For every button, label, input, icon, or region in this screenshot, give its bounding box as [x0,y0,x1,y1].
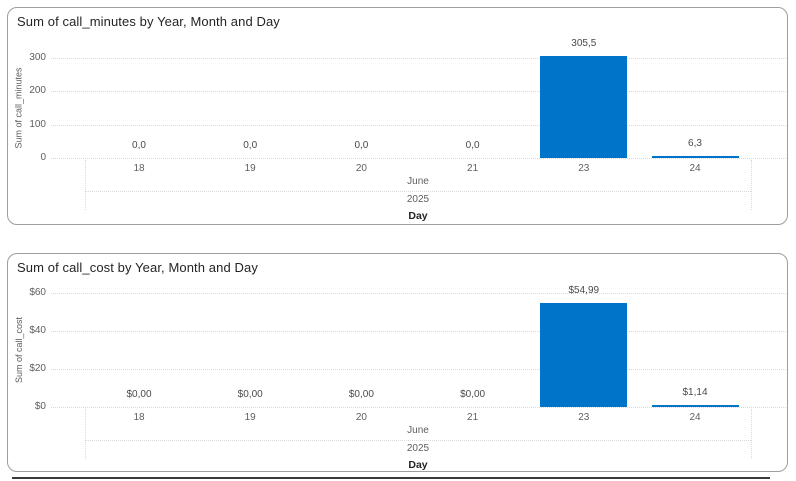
y-axis-tick-label: 200 [29,85,46,97]
data-label: 0,0 [243,140,258,151]
gridline [51,407,786,408]
x-axis-day-label: 20 [355,163,367,174]
bar-day-23[interactable] [540,302,628,407]
gridline [51,58,786,59]
y-axis-tick-label: 0 [40,152,46,163]
axis-band-separator [85,440,751,441]
x-axis-day-label: 20 [355,412,367,423]
x-axis-day-label: 19 [244,163,256,174]
x-axis-day-label: 18 [133,412,145,423]
gridline [51,293,786,294]
plot-area: $0 $20 $40 $60 $0,00 18 $0,00 19 $0,00 20 $0,00 21 $… [8,254,787,471]
x-axis-day-label: 23 [578,412,590,423]
x-axis-day-label: 23 [578,163,590,174]
y-axis-tick-label: $60 [29,287,46,298]
x-axis-day-label: 24 [689,412,701,423]
visual-title: Sum of call_cost by Year, Month and Day [17,260,258,275]
x-axis-month-label: June [407,176,429,187]
axis-band-separator [751,160,752,210]
x-axis-title: Day [408,459,428,471]
x-axis-day-label: 18 [133,163,145,174]
data-label: $1,14 [682,386,708,398]
data-label: $0,00 [348,389,374,400]
gridline [51,331,786,332]
y-axis-tick-label: 100 [29,118,46,130]
y-axis-tick-label: $20 [29,363,46,374]
x-axis-month-label: June [407,425,429,436]
visual-card-call-minutes[interactable]: Sum of call_minutes by Year, Month and D… [7,7,788,225]
data-label: 305,5 [571,38,597,50]
x-axis-title: Day [408,210,428,222]
x-axis-day-label: 21 [467,163,479,174]
gridline [51,124,786,126]
y-axis-tick-label: $0 [34,401,46,412]
y-axis-tick-label: 300 [29,52,46,63]
gridline [51,158,786,159]
bar-day-24[interactable] [651,155,739,158]
data-label: 0,0 [354,140,369,151]
data-label: 6,3 [688,137,702,149]
y-axis-tick-label: $40 [29,325,46,336]
data-label: 0,0 [465,140,480,151]
x-axis-year-label: 2025 [406,443,430,454]
visual-title: Sum of call_minutes by Year, Month and D… [17,14,280,29]
gridline [51,91,786,93]
data-label: $0,00 [237,389,263,400]
data-label: $0,00 [126,389,152,400]
x-axis-day-label: 24 [689,163,701,174]
x-axis-day-label: 19 [244,412,256,423]
x-axis-year-label: 2025 [406,194,430,205]
plot-area: 0 100 200 300 0,0 18 0,0 19 0,0 20 0,0 21 305,5 23 6,3… [8,8,787,224]
axis-band-separator [85,409,86,459]
data-label: 0,0 [132,140,146,151]
data-label: $0,00 [460,389,486,400]
axis-band-separator [85,191,751,192]
bottom-divider [12,477,770,479]
gridline [51,369,786,370]
bar-day-23[interactable] [540,56,628,158]
data-label: $54,99 [568,284,600,296]
x-axis-day-label: 21 [467,412,479,423]
axis-band-separator [751,409,752,459]
axis-band-separator [85,160,86,210]
bar-day-24[interactable] [651,404,739,407]
visual-card-call-cost[interactable]: Sum of call_cost by Year, Month and Day … [7,253,788,472]
